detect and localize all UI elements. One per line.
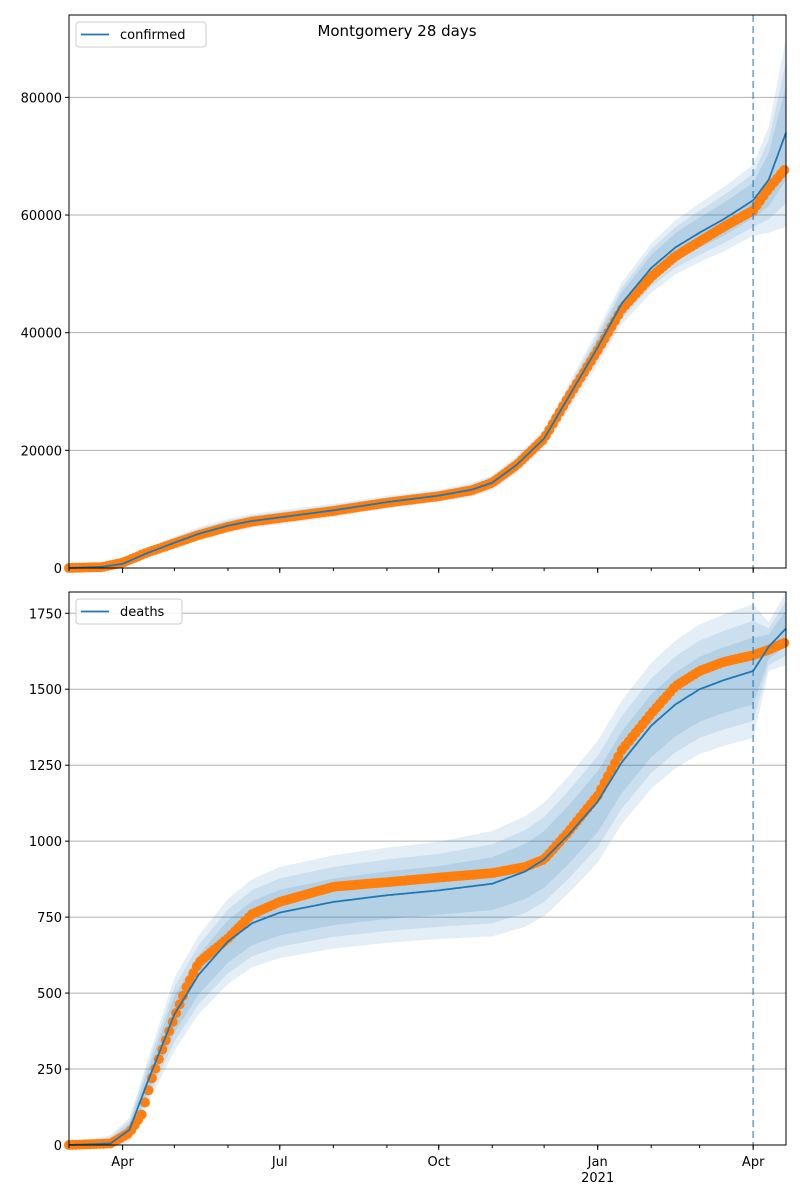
- x-tick-label: Apr: [111, 1155, 134, 1170]
- y-tick-label: 1250: [29, 759, 62, 774]
- observed-point: [779, 165, 790, 175]
- y-tick-label: 20000: [21, 444, 62, 459]
- x-tick-label: Oct: [427, 1155, 449, 1170]
- y-tick-label: 250: [37, 1063, 62, 1078]
- y-tick-label: 0: [54, 562, 62, 577]
- y-tick-label: 40000: [21, 327, 62, 342]
- model-line: [68, 132, 787, 569]
- legend-box: [75, 598, 183, 625]
- x-tick-sublabel: 2021: [581, 1171, 614, 1186]
- x-tick-label: Jan: [587, 1155, 608, 1170]
- legend: confirmed: [75, 21, 207, 48]
- legend-label: confirmed: [120, 28, 186, 43]
- y-tick-label: 0: [54, 1139, 62, 1154]
- observed-point: [136, 1109, 147, 1120]
- observed-point: [150, 1063, 161, 1074]
- band-middle: [69, 601, 786, 1145]
- y-tick-label: 60000: [21, 209, 62, 224]
- y-tick-label: 1000: [29, 835, 62, 850]
- y-tick-label: 500: [37, 987, 62, 1002]
- confirmed-panel: 0 20000 40000 60000 80000 confirmed: [21, 14, 790, 577]
- y-tick-label: 80000: [21, 91, 62, 106]
- observed-point: [178, 990, 188, 1001]
- observed-point: [779, 637, 790, 648]
- model-line: [68, 627, 787, 1146]
- y-tick-label: 750: [37, 911, 62, 926]
- y-tick-label: 1500: [29, 683, 62, 698]
- deaths-panel: 0 250 500 750 1000 1250 1500 1750 Apr Jul Oct Jan20…: [29, 591, 790, 1186]
- band-outer: [69, 592, 786, 1145]
- legend: deaths: [75, 598, 183, 625]
- legend-label: deaths: [120, 605, 165, 620]
- y-tick-label: 1750: [29, 607, 62, 622]
- x-tick-label: Apr: [742, 1155, 765, 1170]
- legend-box: [75, 21, 207, 48]
- observed-point: [140, 1097, 150, 1108]
- axes-frame: [68, 591, 787, 1146]
- axes-frame: [68, 14, 787, 569]
- figure-title: Montgomery 28 days: [317, 22, 476, 40]
- x-tick-label: Jul: [271, 1155, 288, 1170]
